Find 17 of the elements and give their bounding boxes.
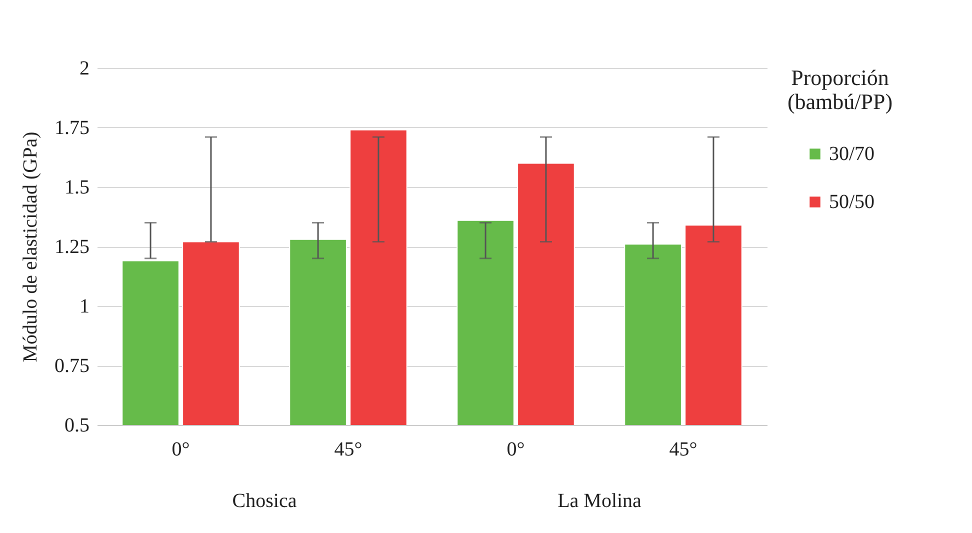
legend-title: Proporción (bambú/PP) bbox=[787, 65, 893, 114]
y-tick-label: 1 bbox=[80, 296, 90, 318]
x-tick-label: 0° bbox=[172, 438, 190, 460]
y-tick-label: 1.5 bbox=[64, 176, 90, 198]
text: La Molina bbox=[558, 490, 642, 512]
y-axis-title: Módulo de elasticidad (GPa) bbox=[20, 132, 42, 362]
x-tick-label: 0° bbox=[506, 438, 525, 460]
y-tick-label: 0.5 bbox=[64, 414, 90, 436]
y-tick-label: 0.75 bbox=[54, 355, 90, 377]
legend-label: 30/70 bbox=[829, 143, 875, 165]
x-tick-label: 45° bbox=[669, 438, 698, 460]
x-tick-label: 45° bbox=[334, 438, 362, 460]
text: Chosica bbox=[232, 490, 297, 512]
y-tick-label: 1.25 bbox=[54, 236, 90, 258]
legend-label: 50/50 bbox=[829, 191, 875, 213]
y-tick-label: 2 bbox=[80, 58, 90, 80]
y-tick-label: 1.75 bbox=[54, 117, 90, 139]
